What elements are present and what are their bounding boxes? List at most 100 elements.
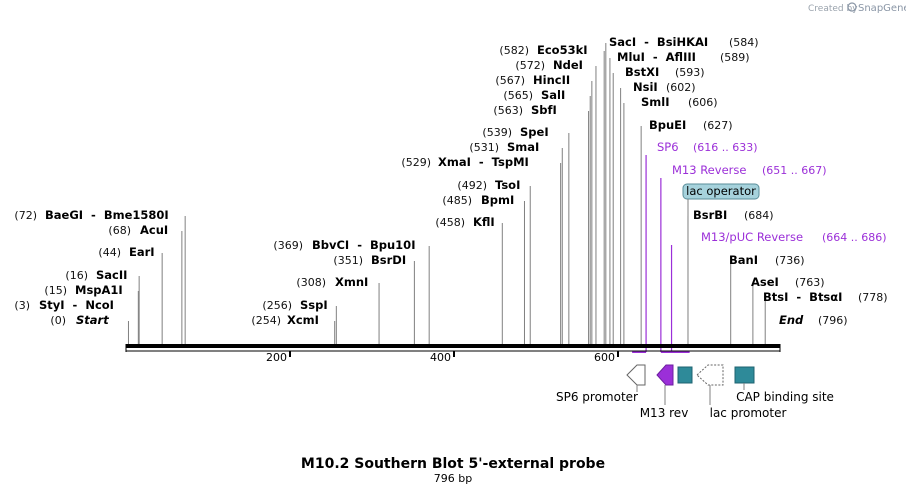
site-styi-pos: (3) [14, 299, 30, 312]
site-bsrbi-pos: (684) [744, 209, 774, 222]
tick-600-label: 600 [594, 351, 615, 364]
site-asei-pos: (763) [795, 276, 825, 289]
site-mlui-afliii-label[interactable]: MluI - AflIII [617, 50, 696, 64]
site-btsi-btsai-label[interactable]: BtsI - BtsαI [763, 290, 842, 304]
primer-m13-puc-reverse-label[interactable]: M13/pUC Reverse [701, 230, 803, 244]
sp6-promoter-arrow-icon[interactable] [626, 364, 646, 386]
site-bbvci-bpu10i-label[interactable]: BbvCI - Bpu10I [312, 238, 415, 252]
site-saci-bsihkai-label[interactable]: SacI - BsiHKAI [609, 35, 708, 49]
site-bpmi-pos: (485) [442, 194, 472, 207]
site-bpuei-pos: (627) [703, 119, 733, 132]
feature-track: SP6 promoter M13 rev lac promoter CAP bi… [556, 364, 834, 420]
primer-m13-puc-reverse-range: (664 .. 686) [822, 231, 887, 244]
feature-m13-rev-label: M13 rev [640, 406, 689, 420]
sequence-backbone [126, 344, 780, 348]
lac-promoter-arrow-icon[interactable] [696, 364, 724, 386]
site-tsoi-label[interactable]: TsoI [495, 178, 520, 192]
site-bsrdi-label[interactable]: BsrDI [371, 253, 406, 267]
site-spei-label[interactable]: SpeI [520, 125, 549, 139]
site-smli-label[interactable]: SmlI [641, 95, 670, 109]
site-acui-label[interactable]: AcuI [140, 223, 168, 237]
site-ndei-label[interactable]: NdeI [553, 58, 583, 72]
m13-rev-arrow-icon[interactable] [656, 364, 674, 386]
site-eari-label[interactable]: EarI [129, 245, 155, 259]
site-sali-pos: (565) [503, 89, 533, 102]
tick-400-mark [453, 351, 455, 357]
site-btsi-pos: (778) [858, 291, 888, 304]
site-sali-label[interactable]: SalI [541, 88, 565, 102]
site-baegi-bme1580i-label[interactable]: BaeGI - Bme1580I [45, 208, 169, 222]
site-asei-label[interactable]: AseI [751, 275, 779, 289]
site-eari-pos: (44) [98, 246, 121, 259]
tick-200-mark [289, 351, 291, 357]
site-nsii-label[interactable]: NsiI [633, 80, 658, 94]
lac-operator-label: lac operator [686, 184, 756, 198]
site-bbvci-pos: (369) [273, 239, 303, 252]
site-xcmi-pos: (254) [251, 314, 281, 327]
site-kfli-pos: (458) [435, 216, 465, 229]
primer-sp6-range: (616 .. 633) [693, 141, 758, 154]
site-sacii-label[interactable]: SacII [96, 268, 127, 282]
site-sspi-pos: (256) [262, 299, 292, 312]
site-sspi-label[interactable]: SspI [300, 298, 328, 312]
tick-200-label: 200 [266, 351, 287, 364]
site-xmni-pos: (308) [296, 276, 326, 289]
feature-lac-promoter-label: lac promoter [710, 406, 787, 420]
tick-400-label: 400 [430, 351, 451, 364]
site-eco53ki-pos: (582) [499, 44, 529, 57]
site-saci-pos: (584) [729, 36, 759, 49]
site-start-pos: (0) [50, 314, 66, 327]
site-eco53ki-label[interactable]: Eco53kI [537, 43, 588, 57]
lac-operator-feature-box[interactable] [677, 366, 693, 384]
site-mspa1i-label[interactable]: MspA1I [75, 283, 123, 297]
site-acui-pos: (68) [108, 224, 131, 237]
site-mspa1i-pos: (15) [44, 284, 67, 297]
site-smai-label[interactable]: SmaI [507, 140, 539, 154]
site-kfli-label[interactable]: KflI [473, 215, 495, 229]
site-sbfi-label[interactable]: SbfI [531, 103, 557, 117]
site-mlui-pos: (589) [720, 51, 750, 64]
site-hincii-label[interactable]: HincII [533, 73, 570, 87]
site-xmai-pos: (529) [401, 156, 431, 169]
site-smai-pos: (531) [469, 141, 499, 154]
feature-cap-binding-site-label: CAP binding site [736, 390, 834, 404]
site-hincii-pos: (567) [495, 74, 525, 87]
site-labels: (0) Start (3) StyI - NcoI (15) MspA1I (1… [14, 35, 887, 327]
tick-600-mark [617, 351, 619, 357]
site-xcmi-label[interactable]: XcmI [287, 313, 319, 327]
feature-sp6-promoter-label: SP6 promoter [556, 390, 638, 404]
site-tsoi-pos: (492) [457, 179, 487, 192]
primer-labels: SP6 (616 .. 633) M13 Reverse (651 .. 667… [657, 140, 887, 244]
site-start-label[interactable]: Start [76, 313, 109, 327]
cap-binding-site-box[interactable] [734, 366, 755, 384]
lac-operator-box[interactable] [682, 183, 760, 200]
credit-prefix: Created by [808, 4, 858, 14]
site-nsii-pos: (602) [666, 81, 696, 94]
primer-sp6-label[interactable]: SP6 [657, 140, 679, 154]
site-styi-ncoi-label[interactable]: StyI - NcoI [39, 298, 114, 312]
cut-site-lines [127, 43, 766, 344]
site-bsrbi-label[interactable]: BsrBI [693, 208, 727, 222]
site-xmni-label[interactable]: XmnI [335, 275, 368, 289]
site-bpuei-label[interactable]: BpuEI [649, 118, 686, 132]
site-spei-pos: (539) [482, 126, 512, 139]
site-baegi-pos: (72) [14, 209, 37, 222]
site-ndei-pos: (572) [515, 59, 545, 72]
map-length: 796 bp [434, 472, 472, 485]
site-bpmi-label[interactable]: BpmI [481, 193, 514, 207]
site-bsrdi-pos: (351) [333, 254, 363, 267]
primer-m13-reverse-label[interactable]: M13 Reverse [672, 163, 746, 177]
site-bani-label[interactable]: BanI [729, 253, 758, 267]
map-title: M10.2 Southern Blot 5'-external probe [301, 456, 605, 472]
site-xmai-tspmi-label[interactable]: XmaI - TspMI [438, 155, 529, 169]
site-end-label[interactable]: End [779, 313, 804, 327]
snapgene-logo-icon [847, 2, 857, 12]
site-smli-pos: (606) [688, 96, 718, 109]
site-sacii-pos: (16) [65, 269, 88, 282]
primer-m13-reverse-range: (651 .. 667) [762, 164, 827, 177]
primer-marks [632, 155, 690, 353]
site-end-pos: (796) [818, 314, 848, 327]
site-sbfi-pos: (563) [493, 104, 523, 117]
site-bstxi-label[interactable]: BstXI [625, 65, 659, 79]
